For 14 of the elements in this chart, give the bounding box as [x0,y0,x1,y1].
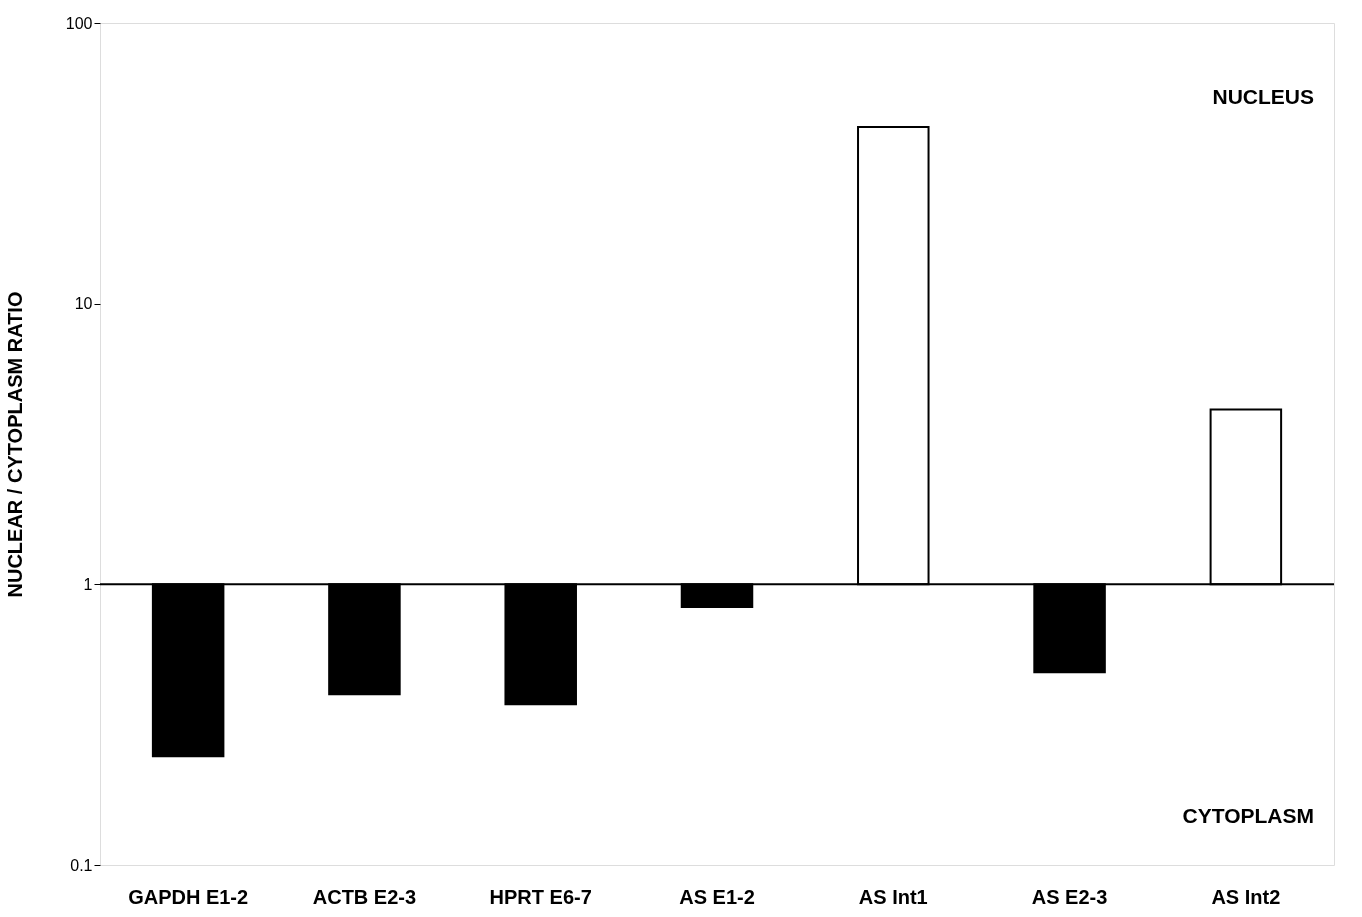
x-tick-label: AS Int1 [858,885,928,908]
y-tick-label: 1 [83,575,93,593]
y-tick-label: 10 [74,295,93,313]
y-axis-title: NUCLEAR / CYTOPLASM RATIO [3,291,26,598]
x-tick-label: ACTB E2-3 [312,885,417,908]
x-tick-label: AS E2-3 [1031,885,1108,908]
y-tick-label: 100 [65,14,93,32]
y-tick-label: 0.1 [70,856,93,874]
x-tick-label: GAPDH E1-2 [128,885,249,908]
annotation: CYTOPLASM [1182,804,1314,827]
x-tick-label: AS Int2 [1211,885,1281,908]
x-tick-label: HPRT E6-7 [489,885,592,908]
annotation: NUCLEUS [1212,85,1314,108]
x-tick-label: AS E1-2 [679,885,755,908]
